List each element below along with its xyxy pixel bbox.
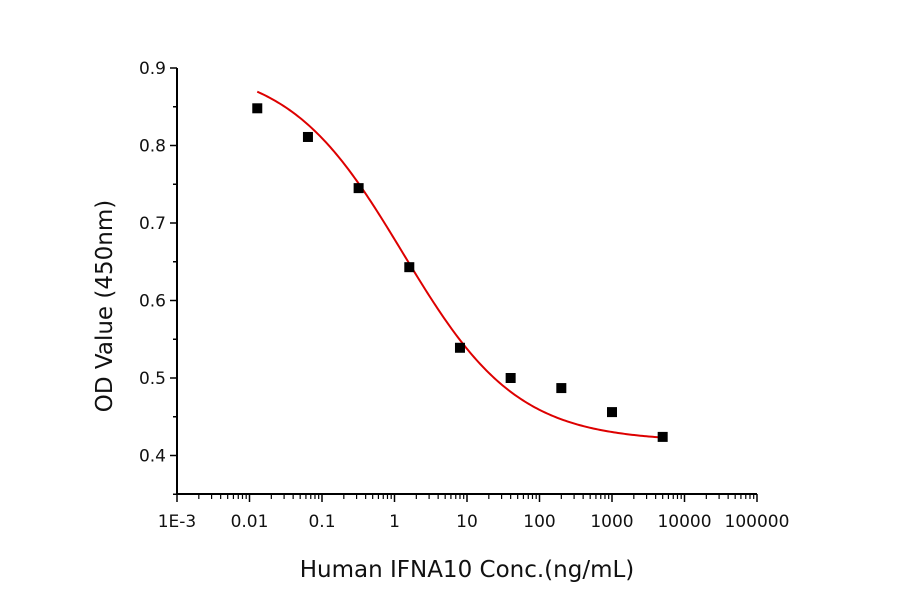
x-tick-label: 100	[523, 512, 555, 532]
y-tick-label: 0.6	[139, 292, 166, 312]
x-tick-label: 1E-3	[158, 512, 197, 532]
x-tick-label: 10	[456, 512, 478, 532]
data-point-marker	[505, 373, 516, 383]
y-tick-label: 0.5	[139, 369, 166, 389]
x-tick-label: 1000	[590, 512, 633, 532]
y-tick-label: 0.7	[139, 214, 166, 234]
x-tick-label: 10000	[657, 512, 711, 532]
x-tick-label: 0.01	[231, 512, 269, 532]
x-axis-title: Human IFNA10 Conc.(ng/mL)	[300, 557, 635, 583]
data-points	[252, 103, 668, 442]
data-point-marker	[454, 342, 465, 353]
x-tick-label: 0.1	[308, 512, 335, 532]
y-tick-label: 0.9	[139, 59, 166, 79]
fit-curve	[256, 90, 663, 439]
y-axis-title: OD Value (450nm)	[92, 200, 118, 412]
data-point-marker	[657, 431, 668, 442]
data-point-marker	[302, 131, 313, 142]
x-tick-label: 1	[389, 512, 400, 532]
data-point-marker	[607, 407, 617, 418]
y-tick-label: 0.8	[139, 137, 166, 157]
y-axis: 0.4 0.5 0.6 0.7 0.8 0.9	[139, 59, 178, 495]
data-point-marker	[404, 262, 415, 273]
data-point-marker	[353, 183, 364, 194]
x-axis: 1E-3 0.01 0.1 1 10 100 1000 10000 100000	[158, 493, 790, 532]
data-point-marker	[556, 383, 567, 394]
x-tick-label: 100000	[725, 512, 790, 532]
data-point-marker	[252, 103, 263, 114]
y-tick-label: 0.4	[139, 447, 166, 467]
